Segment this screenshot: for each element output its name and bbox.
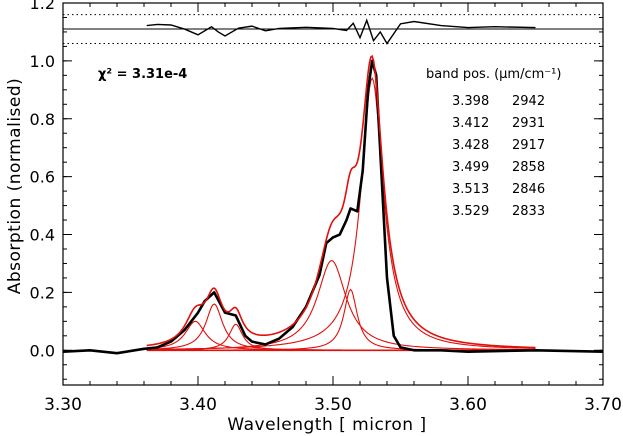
observed-spectrum-line: [62, 59, 604, 355]
x-tick-label-3: 3.60: [449, 395, 487, 415]
band-wavelength-4: 3.513: [452, 182, 489, 197]
band-component-5: [146, 77, 536, 350]
band-wavenumber-2: 2917: [512, 138, 545, 153]
x-axis-label: Wavelength [ micron ]: [227, 415, 426, 435]
band-wavenumber-0: 2942: [512, 94, 545, 109]
band-wavelength-5: 3.529: [452, 204, 489, 219]
total-fit-line: [146, 54, 536, 349]
band-wavenumber-4: 2846: [512, 182, 545, 197]
x-tick-label-1: 3.40: [179, 395, 217, 415]
ticks: 3.30 3.40 3.50 3.60 3.70 0.0 0.2 0.4 0.6 0.8 1.0 1.…: [30, 0, 622, 415]
y-tick-label-4: 0.8: [30, 110, 55, 129]
band-wavelength-3: 3.499: [452, 160, 489, 175]
x-tick-label-2: 3.50: [314, 395, 352, 415]
band-wavelength-1: 3.412: [452, 116, 489, 131]
band-wavelength-0: 3.398: [452, 94, 489, 109]
y-tick-label-2: 0.4: [30, 226, 55, 245]
y-tick-label-5: 1.0: [30, 52, 55, 71]
band-table: 3.398 2942 3.412 2931 3.428 2917 3.499 2858 3.51…: [452, 94, 545, 219]
band-component-3: [146, 259, 536, 351]
band-component-1: [146, 303, 536, 351]
y-axis-label: Absorption (normalised): [5, 78, 25, 295]
y-tick-label-6: 1.2: [30, 0, 55, 13]
band-wavenumber-5: 2833: [512, 204, 545, 219]
band-wavenumber-1: 2931: [512, 116, 545, 131]
y-tick-label-3: 0.6: [30, 168, 55, 187]
fit-components: [146, 77, 536, 352]
band-wavelength-2: 3.428: [452, 138, 489, 153]
x-tick-label-0: 3.30: [44, 395, 82, 415]
y-tick-label-1: 0.2: [30, 283, 55, 302]
series-layer: [62, 18, 604, 355]
x-tick-label-4: 3.70: [584, 395, 622, 415]
y-tick-label-0: 0.0: [30, 341, 55, 360]
chi-squared-label: χ² = 3.31e-4: [98, 67, 187, 82]
band-table-header: band pos. (μm/cm⁻¹): [426, 67, 561, 82]
residual-line: [146, 18, 536, 45]
band-wavenumber-3: 2858: [512, 160, 545, 175]
band-component-4: [146, 288, 536, 351]
